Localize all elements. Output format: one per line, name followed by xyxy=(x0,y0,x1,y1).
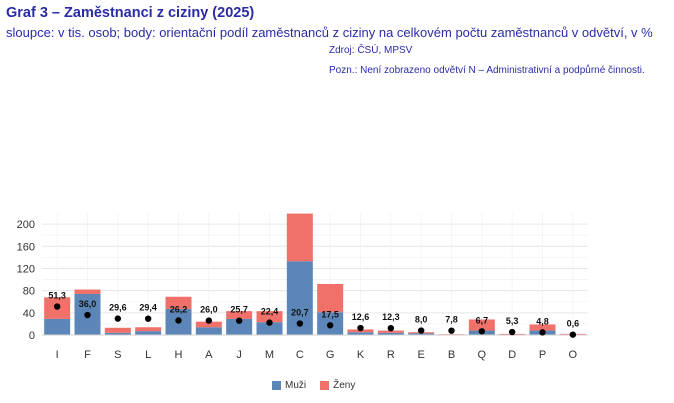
share-point xyxy=(144,315,152,322)
x-tick-label: K xyxy=(357,349,365,361)
bar-zeny xyxy=(377,330,404,333)
share-point xyxy=(53,303,61,310)
bar-chart: 0 40 80 120 160 200 I F S L H A J M C G K R E B Q D P O 51,3 36,0… xyxy=(17,213,588,361)
y-tick-label: 160 xyxy=(17,241,35,253)
share-point xyxy=(417,327,425,334)
share-point-label: 12,3 xyxy=(382,312,400,322)
bar-zeny xyxy=(74,289,101,294)
share-point-label: 22,4 xyxy=(261,307,279,317)
y-tick-label: 80 xyxy=(23,286,35,298)
share-point-label: 7,8 xyxy=(445,315,458,325)
share-point-label: 0,6 xyxy=(567,319,580,329)
bar-muzi xyxy=(226,318,253,335)
share-point-label: 6,7 xyxy=(476,315,489,325)
x-tick-label: F xyxy=(84,349,91,361)
share-point xyxy=(357,324,364,332)
y-tick-label: 40 xyxy=(23,308,35,320)
x-tick-label: D xyxy=(508,349,516,361)
bar-zeny xyxy=(104,327,131,333)
legend-label-muzi: Muži xyxy=(285,380,307,391)
x-tick-label: E xyxy=(417,349,424,361)
legend-item-muzi: Muži xyxy=(272,380,306,391)
share-point-label: 5,3 xyxy=(506,316,519,326)
source-note: Zdroj: ČSÚ, MPSV xyxy=(329,45,413,56)
bar-muzi xyxy=(377,332,404,335)
x-tick-label: B xyxy=(448,349,455,361)
share-point-label: 20,7 xyxy=(291,308,309,318)
bar-zeny xyxy=(317,283,344,313)
bar-muzi xyxy=(195,327,222,335)
legend: Muži Ženy xyxy=(272,380,363,391)
y-tick-label: 0 xyxy=(29,330,35,342)
share-point-label: 4,8 xyxy=(536,316,549,326)
y-tick-label: 200 xyxy=(17,219,35,231)
x-tick-label: L xyxy=(145,349,151,361)
share-point-label: 8,0 xyxy=(415,315,428,325)
share-point xyxy=(235,317,243,324)
share-point xyxy=(175,317,182,324)
legend-swatch-zeny xyxy=(320,381,330,390)
bar-muzi xyxy=(44,318,71,335)
share-point xyxy=(448,327,455,334)
share-point-label: 29,6 xyxy=(109,303,127,313)
footnote: Pozn.: Není zobrazeno odvětví N – Admini… xyxy=(329,65,645,76)
bar-zeny xyxy=(165,296,192,309)
x-tick-label: G xyxy=(326,349,335,361)
bar-zeny xyxy=(256,311,283,323)
share-point-label: 12,6 xyxy=(352,312,370,322)
legend-label-zeny: Ženy xyxy=(333,380,356,391)
legend-swatch-muzi xyxy=(272,381,281,390)
share-point xyxy=(326,322,334,329)
bar-muzi xyxy=(104,332,131,335)
x-tick-label: H xyxy=(175,349,183,361)
share-point xyxy=(266,319,273,326)
share-point-label: 17,5 xyxy=(321,309,339,319)
share-point xyxy=(508,328,516,336)
x-tick-label: R xyxy=(387,349,395,361)
share-point xyxy=(296,320,304,327)
legend-item-zeny: Ženy xyxy=(320,380,355,391)
bar-zeny xyxy=(226,311,253,319)
bar-muzi xyxy=(256,322,283,335)
x-tick-label: M xyxy=(265,349,274,361)
x-tick-label: I xyxy=(56,349,59,361)
y-tick-label: 120 xyxy=(17,263,35,275)
x-tick-label: J xyxy=(236,349,242,361)
bar-muzi xyxy=(347,332,374,335)
share-point xyxy=(84,311,91,319)
bar-muzi xyxy=(135,331,162,335)
x-tick-label: O xyxy=(569,349,578,361)
share-point xyxy=(205,317,213,324)
x-tick-label: C xyxy=(296,349,304,361)
bar-zeny xyxy=(468,319,495,331)
share-point xyxy=(114,315,122,322)
share-point xyxy=(539,329,546,336)
chart-subtitle: sloupce: v tis. osob; body: orientační p… xyxy=(6,25,653,40)
share-point-label: 26,0 xyxy=(200,305,218,315)
bar-zeny xyxy=(529,324,556,331)
x-tick-label: Q xyxy=(478,349,487,361)
share-point-label: 36,0 xyxy=(79,299,97,309)
bar-zeny xyxy=(286,213,313,262)
bar-zeny xyxy=(135,327,162,332)
share-point-label: 26,2 xyxy=(170,304,188,314)
share-point xyxy=(478,328,486,335)
share-point-label: 51,3 xyxy=(48,291,66,301)
chart-title: Graf 3 – Zaměstnanci z ciziny (2025) xyxy=(6,5,255,21)
x-tick-label: P xyxy=(539,349,546,361)
share-point xyxy=(569,331,577,338)
bar-zeny xyxy=(195,321,222,328)
x-tick-label: S xyxy=(114,349,121,361)
share-point-label: 25,7 xyxy=(230,305,248,315)
bar-muzi xyxy=(408,333,435,335)
share-point xyxy=(387,324,395,332)
share-point-label: 29,4 xyxy=(139,303,157,313)
x-tick-label: A xyxy=(205,349,213,361)
